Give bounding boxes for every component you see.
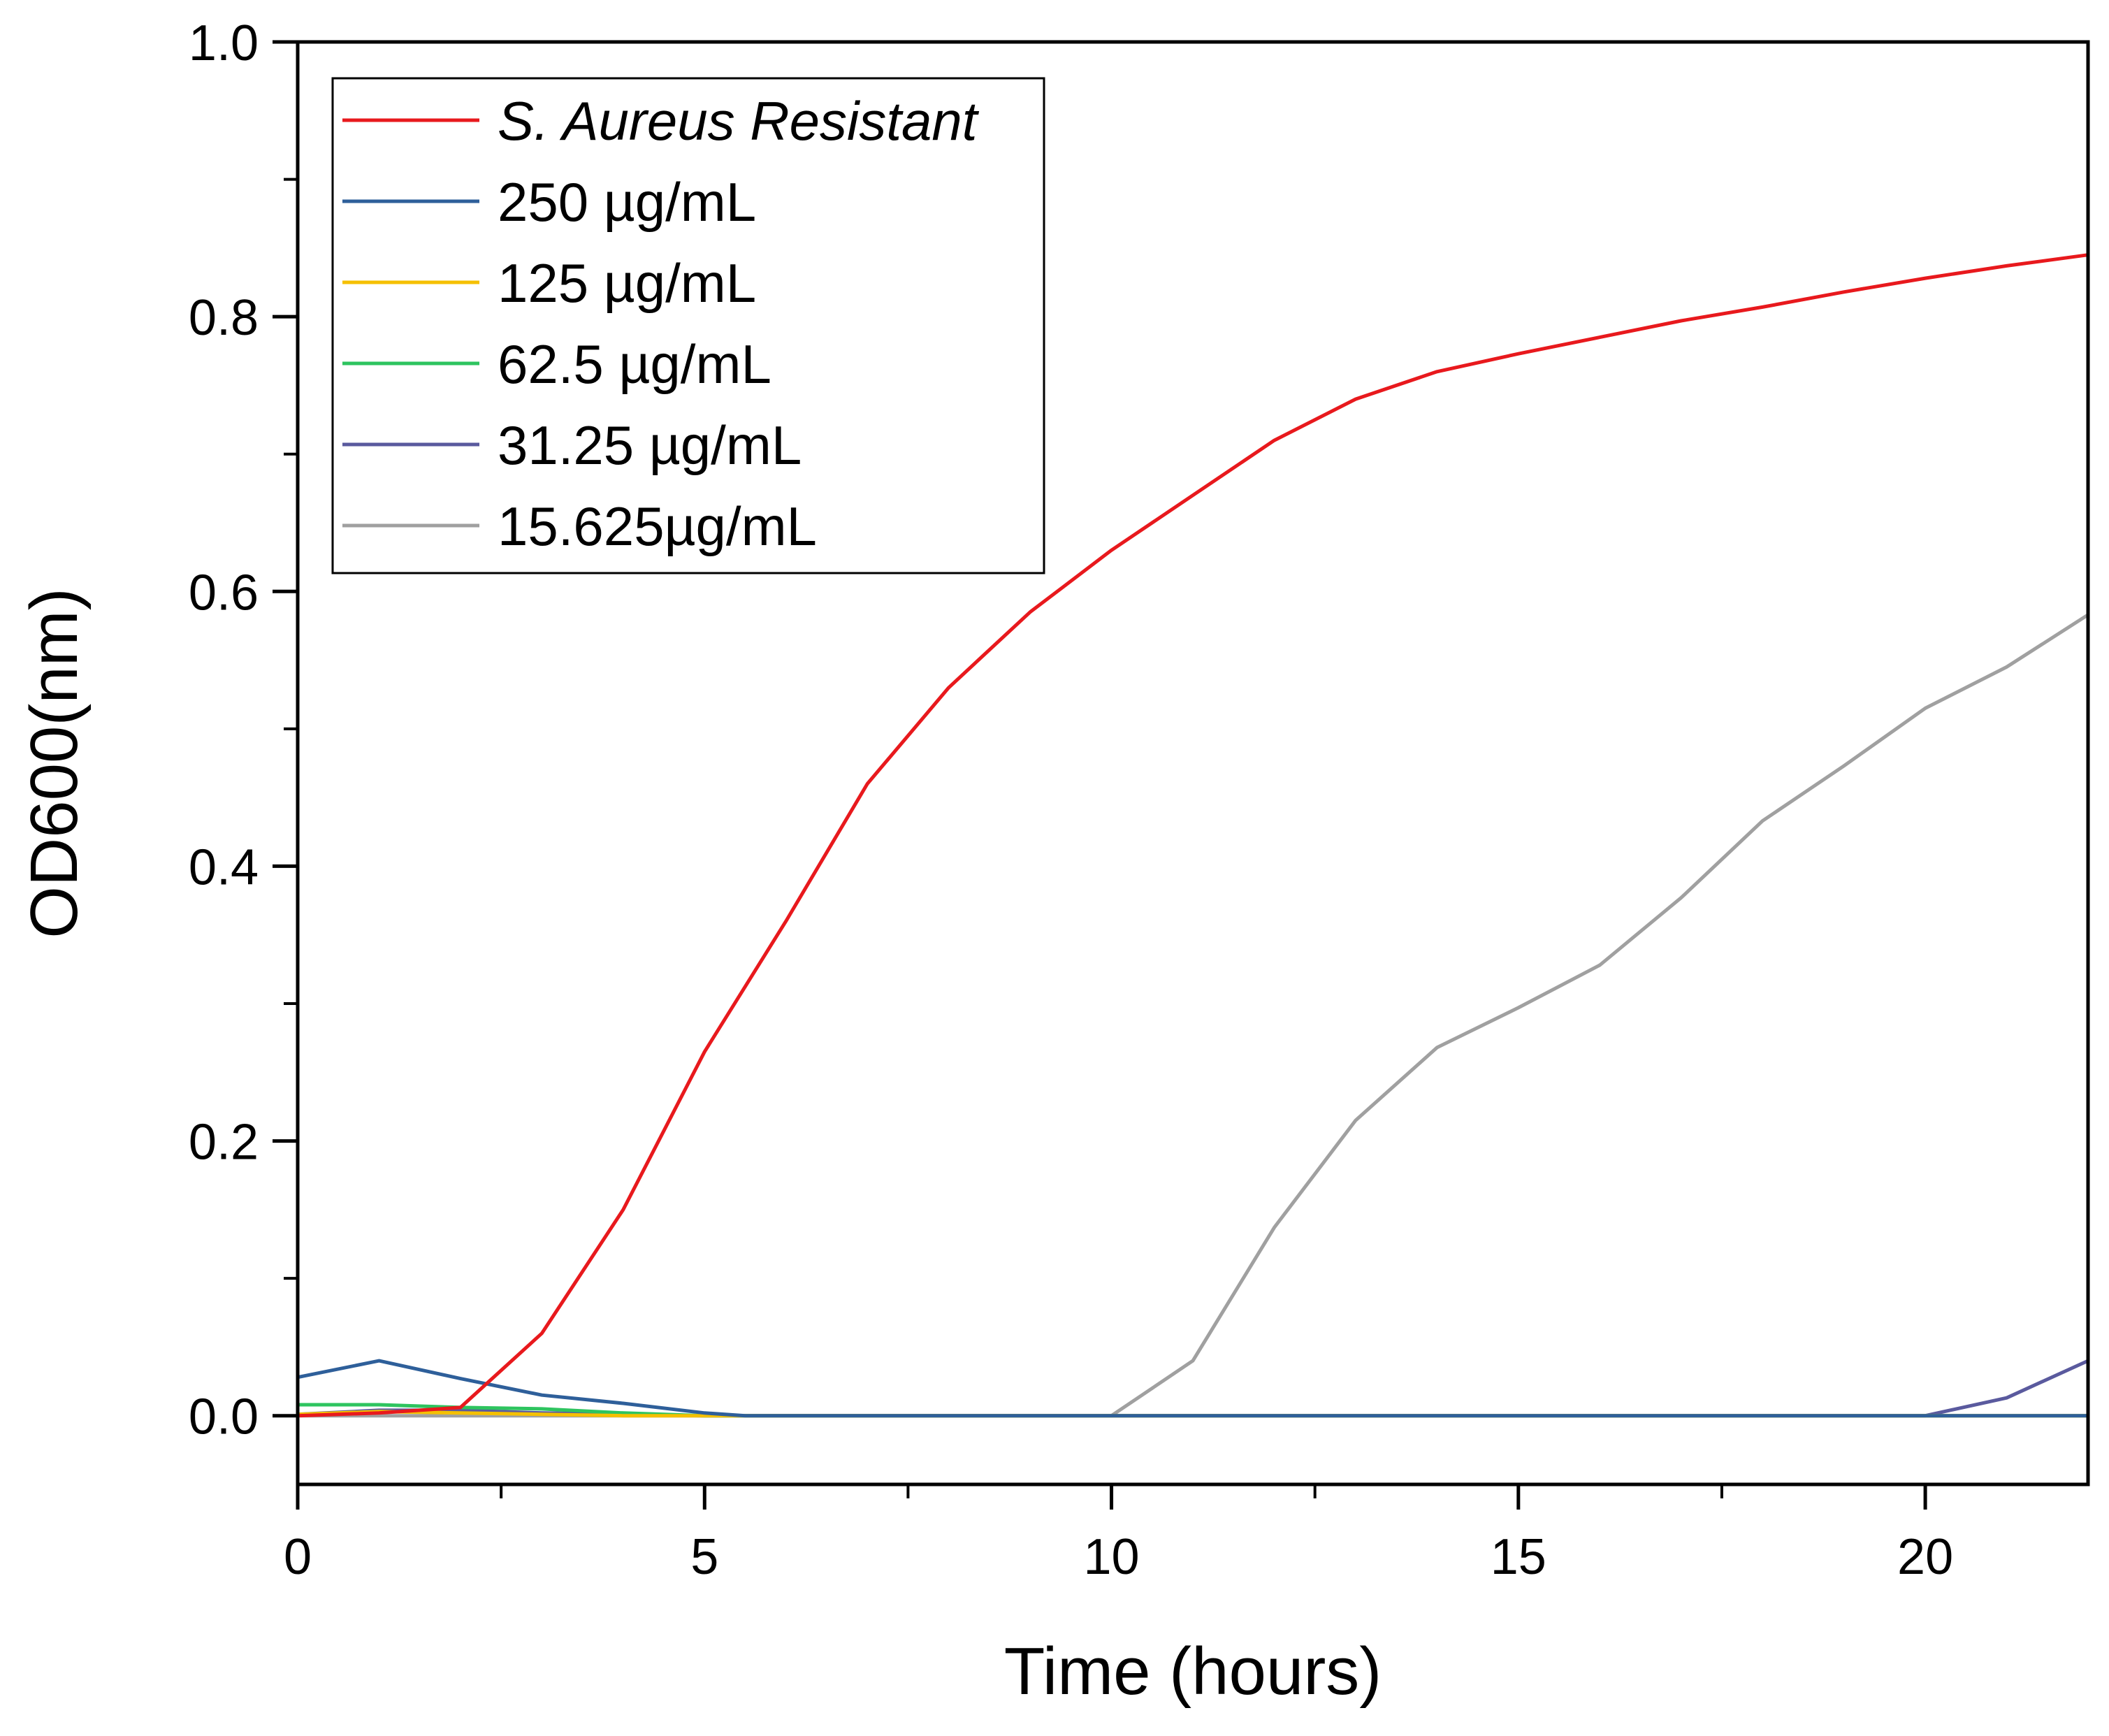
legend-label-1: 250 µg/mL bbox=[498, 171, 756, 233]
x-tick-label: 10 bbox=[1083, 1529, 1139, 1585]
y-tick-label: 0.0 bbox=[189, 1389, 259, 1445]
series-line-1 bbox=[297, 1359, 2088, 1418]
x-tick-label: 5 bbox=[690, 1529, 718, 1585]
x-tick-label: 15 bbox=[1491, 1529, 1546, 1585]
legend-label-0: S. Aureus Resistant bbox=[498, 90, 980, 152]
legend-label-2: 125 µg/mL bbox=[498, 252, 756, 314]
series-line-4 bbox=[297, 1359, 2089, 1418]
series-layer bbox=[297, 253, 2089, 1418]
y-axis-title: OD600(nm) bbox=[17, 588, 92, 938]
y-tick-label: 0.6 bbox=[189, 565, 259, 621]
y-axis: 0.0 0.2 0.4 0.6 0.8 1.0 bbox=[189, 15, 298, 1445]
y-tick-label: 0.8 bbox=[189, 290, 259, 346]
series-line-0 bbox=[297, 253, 2089, 1418]
x-axis-title: Time (hours) bbox=[1004, 1634, 1382, 1709]
legend-label-3: 62.5 µg/mL bbox=[498, 333, 771, 395]
legend-label-5: 15.625µg/mL bbox=[498, 496, 817, 557]
x-tick-label: 0 bbox=[284, 1529, 312, 1585]
legend: S. Aureus Resistant 250 µg/mL 125 µg/mL 62.… bbox=[331, 77, 1045, 574]
x-tick-label: 20 bbox=[1897, 1529, 1953, 1585]
y-tick-label: 0.4 bbox=[189, 839, 259, 895]
legend-label-4: 31.25 µg/mL bbox=[498, 414, 802, 476]
x-axis: 0 5 10 15 20 bbox=[284, 1484, 1953, 1585]
legend-box bbox=[331, 77, 1045, 574]
plot-frame bbox=[296, 40, 2090, 1487]
y-tick-label: 1.0 bbox=[189, 15, 259, 71]
y-tick-label: 0.2 bbox=[189, 1115, 259, 1171]
